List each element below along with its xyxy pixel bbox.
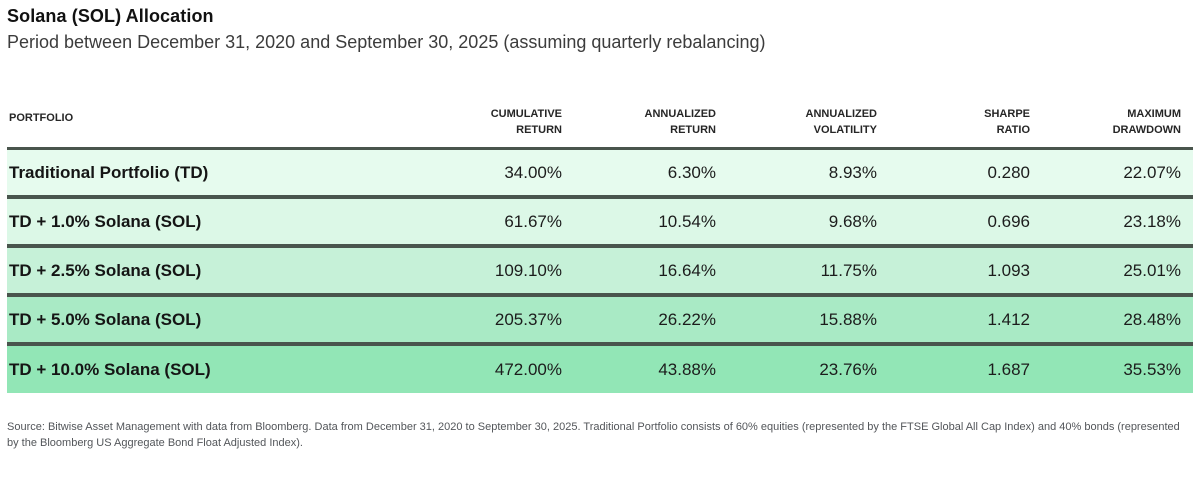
- portfolio-name: TD + 5.0% Solana (SOL): [9, 309, 202, 329]
- page-title: Solana (SOL) Allocation: [7, 6, 214, 26]
- portfolio-name: Traditional Portfolio (TD): [9, 162, 209, 182]
- annualized-return-value: 26.22%: [658, 309, 716, 329]
- portfolio-name: TD + 10.0% Solana (SOL): [9, 359, 211, 379]
- cumulative-return-value: 472.00%: [494, 359, 562, 379]
- sharpe-ratio-value: 1.687: [987, 359, 1030, 379]
- table-row: TD + 2.5% Solana (SOL) 109.10% 16.64% 11…: [7, 246, 1193, 296]
- cumulative-return-value: 109.10%: [494, 260, 562, 280]
- column-header-annualized-volatility: ANNUALIZED VOLATILITY: [805, 108, 878, 136]
- cumulative-return-value: 61.67%: [504, 211, 562, 231]
- column-header-cumulative-return: CUMULATIVE RETURN: [490, 108, 562, 136]
- portfolio-name: TD + 2.5% Solana (SOL): [9, 260, 202, 280]
- portfolio-name: TD + 1.0% Solana (SOL): [9, 211, 202, 231]
- maximum-drawdown-value: 22.07%: [1123, 162, 1181, 182]
- column-header-maximum-drawdown: MAXIMUM DRAWDOWN: [1112, 108, 1181, 136]
- table-row: TD + 5.0% Solana (SOL) 205.37% 26.22% 15…: [7, 295, 1193, 345]
- annualized-volatility-value: 9.68%: [828, 211, 877, 231]
- table-header-row: PORTFOLIO CUMULATIVE RETURN ANNUALIZED R…: [7, 107, 1193, 149]
- table-row: Traditional Portfolio (TD) 34.00% 6.30% …: [7, 148, 1193, 198]
- table-row: TD + 10.0% Solana (SOL) 472.00% 43.88% 2…: [7, 344, 1193, 394]
- annualized-return-value: 43.88%: [658, 359, 716, 379]
- maximum-drawdown-value: 35.53%: [1123, 359, 1181, 379]
- annualized-return-value: 6.30%: [667, 162, 716, 182]
- annualized-return-value: 10.54%: [658, 211, 716, 231]
- annualized-volatility-value: 11.75%: [820, 260, 877, 280]
- maximum-drawdown-value: 28.48%: [1123, 309, 1181, 329]
- page-subtitle: Period between December 31, 2020 and Sep…: [7, 32, 766, 52]
- maximum-drawdown-value: 23.18%: [1123, 211, 1181, 231]
- sharpe-ratio-value: 1.412: [987, 309, 1030, 329]
- sharpe-ratio-value: 0.696: [987, 211, 1030, 231]
- maximum-drawdown-value: 25.01%: [1123, 260, 1181, 280]
- column-header-sharpe-ratio: SHARPE RATIO: [984, 108, 1030, 136]
- annualized-volatility-value: 23.76%: [819, 359, 877, 379]
- allocation-table: PORTFOLIO CUMULATIVE RETURN ANNUALIZED R…: [7, 107, 1193, 394]
- cumulative-return-value: 34.00%: [504, 162, 562, 182]
- table-row: TD + 1.0% Solana (SOL) 61.67% 10.54% 9.6…: [7, 197, 1193, 247]
- annualized-volatility-value: 15.88%: [819, 309, 877, 329]
- source-note: Source: Bitwise Asset Management with da…: [7, 421, 1180, 449]
- column-header-portfolio: PORTFOLIO: [9, 111, 74, 124]
- sharpe-ratio-value: 1.093: [987, 260, 1030, 280]
- column-header-annualized-return: ANNUALIZED RETURN: [644, 108, 717, 136]
- annualized-return-value: 16.64%: [658, 260, 716, 280]
- annualized-volatility-value: 8.93%: [828, 162, 877, 182]
- cumulative-return-value: 205.37%: [494, 309, 562, 329]
- sharpe-ratio-value: 0.280: [987, 162, 1030, 182]
